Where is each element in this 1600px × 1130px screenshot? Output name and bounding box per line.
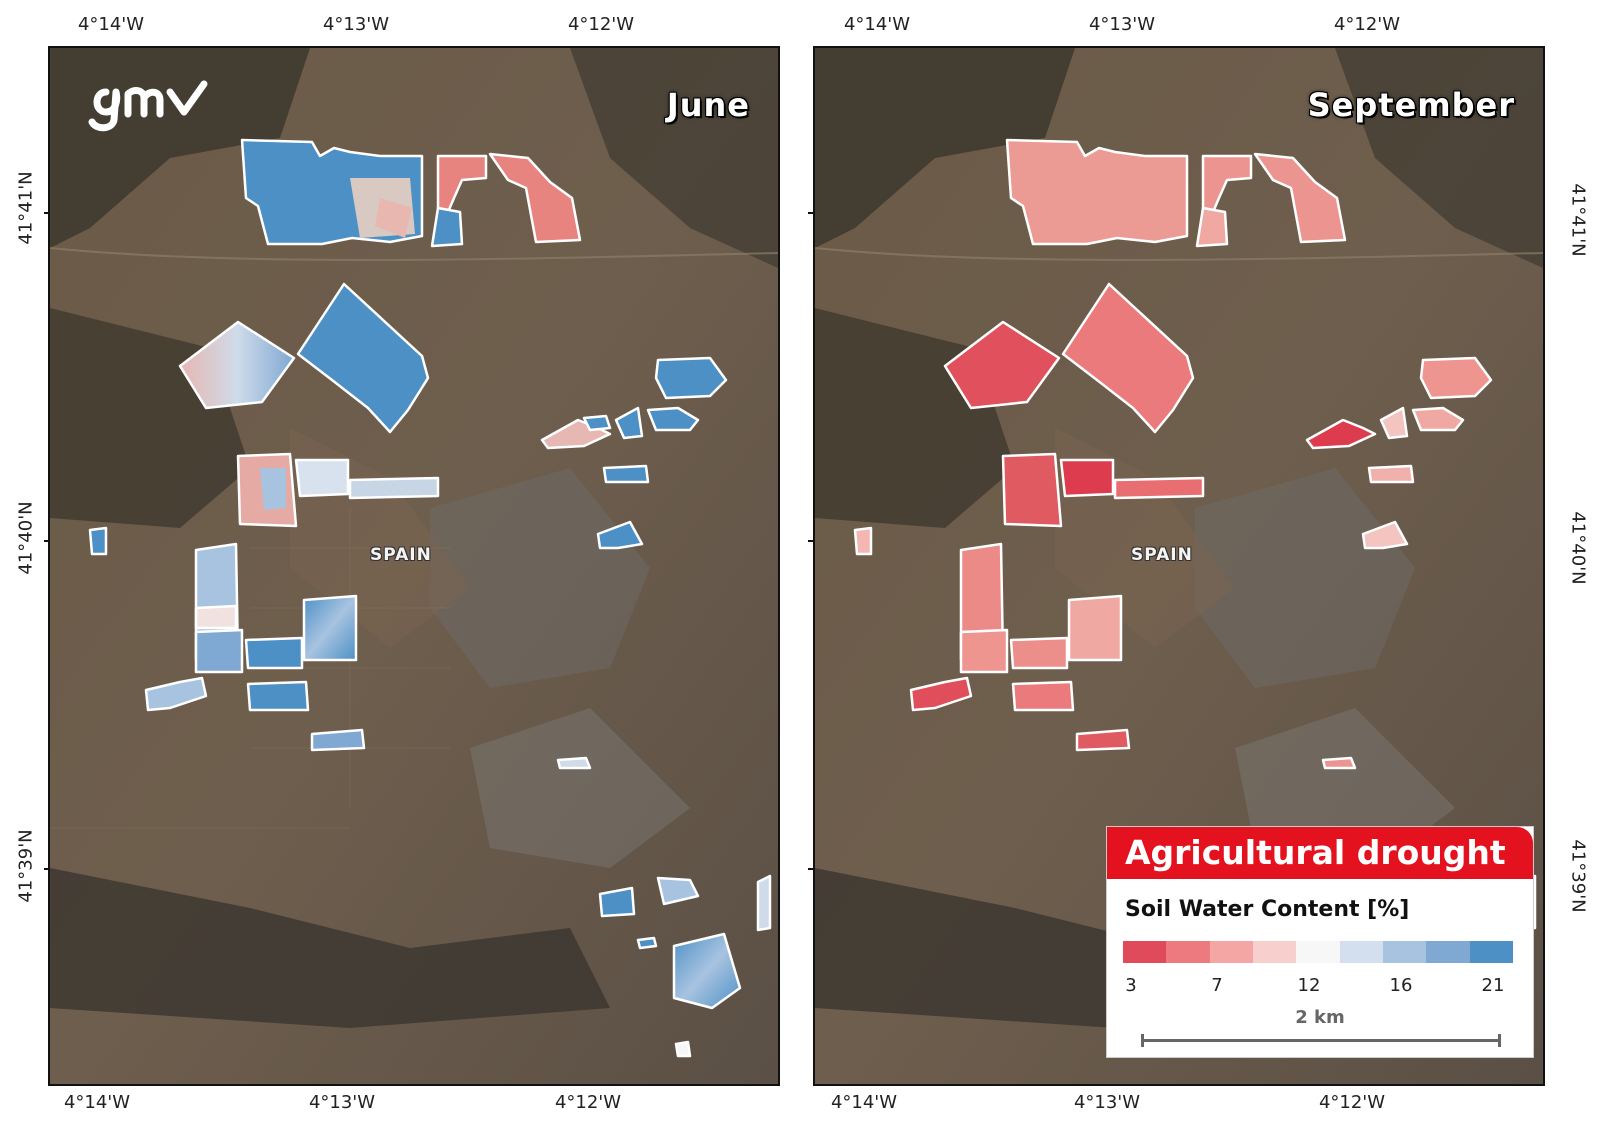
ramp-swatch <box>1296 941 1340 963</box>
scale-bar <box>1141 1034 1501 1047</box>
ramp-swatch <box>1123 941 1167 963</box>
color-ramp <box>1123 941 1513 963</box>
lat-label-right-3: 41°39'N <box>1567 839 1589 913</box>
lon-label-bottom-1: 4°14'W <box>63 1092 131 1113</box>
lon-label-bottom-2: 4°13'W <box>308 1092 376 1113</box>
lat-label-right-2: 41°40'N <box>1567 511 1589 585</box>
lon-label-top-3: 4°12'W <box>567 14 635 35</box>
satellite-map <box>50 48 778 1084</box>
ramp-swatch <box>1252 941 1297 963</box>
lon-label-top-4: 4°14'W <box>843 14 911 35</box>
spain-label: SPAIN <box>370 545 432 565</box>
ramp-label: 21 <box>1481 975 1505 996</box>
month-label-september: September <box>1307 86 1515 124</box>
ramp-swatch <box>1426 941 1470 963</box>
ramp-label: 12 <box>1297 975 1321 996</box>
ramp-label: 7 <box>1211 975 1223 996</box>
ramp-swatch <box>1469 941 1513 963</box>
month-label-june: June <box>666 86 750 124</box>
lat-label-left-1: 41°41'N <box>15 171 37 245</box>
ramp-swatch <box>1339 941 1383 963</box>
lat-label-right-1: 41°41'N <box>1567 183 1589 257</box>
lon-label-bottom-5: 4°13'W <box>1073 1092 1141 1113</box>
ramp-swatch <box>1166 941 1210 963</box>
ramp-swatch <box>1382 941 1427 963</box>
lon-label-top-1: 4°14'W <box>77 14 145 35</box>
map-panel-june[interactable]: June SPAIN <box>48 46 780 1086</box>
legend-subtitle: Soil Water Content [%] <box>1125 897 1410 922</box>
lon-label-bottom-3: 4°12'W <box>554 1092 622 1113</box>
lon-label-bottom-4: 4°14'W <box>830 1092 898 1113</box>
tick <box>808 212 816 214</box>
lon-label-bottom-6: 4°12'W <box>1318 1092 1386 1113</box>
tick <box>808 868 816 870</box>
tick <box>808 540 816 542</box>
lon-label-top-2: 4°13'W <box>322 14 390 35</box>
gmv-logo-icon <box>88 80 208 132</box>
spain-label: SPAIN <box>1131 545 1193 565</box>
lat-label-left-3: 41°39'N <box>15 829 37 903</box>
ramp-label: 3 <box>1125 975 1137 996</box>
lon-label-top-5: 4°13'W <box>1088 14 1156 35</box>
ramp-swatch <box>1209 941 1253 963</box>
legend-title: Agricultural drought <box>1107 827 1533 879</box>
legend: Agricultural drought Soil Water Content … <box>1106 826 1534 1058</box>
scale-bar-label: 2 km <box>1295 1007 1345 1028</box>
lat-label-left-2: 41°40'N <box>15 501 37 575</box>
ramp-label: 16 <box>1389 975 1413 996</box>
lon-label-top-6: 4°12'W <box>1333 14 1401 35</box>
